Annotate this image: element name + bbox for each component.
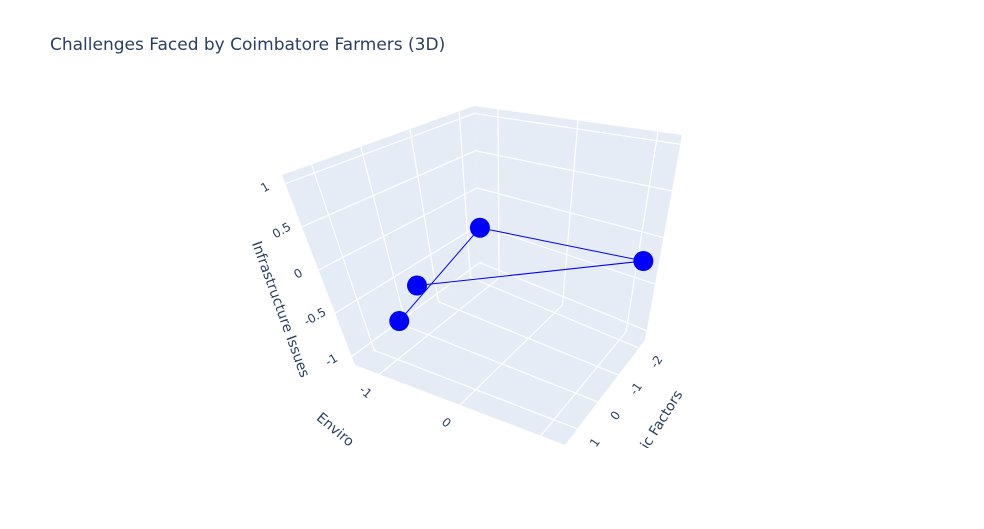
grid-line	[478, 224, 656, 285]
z-tick-label: 1	[258, 179, 272, 195]
z-tick-label: -1	[323, 351, 340, 369]
y-tick-label: 1	[520, 446, 535, 462]
y-axis-title: Enviro	[313, 410, 357, 450]
x-tick-label: 0	[607, 408, 623, 422]
grid-line	[474, 112, 681, 145]
data-line	[398, 227, 644, 322]
grid-line	[334, 224, 479, 314]
grid-line	[301, 150, 476, 228]
data-point	[469, 217, 490, 238]
grid-line	[475, 150, 673, 192]
z-tick-label: 0	[291, 266, 305, 282]
grid-line	[285, 112, 475, 185]
grid-line	[540, 331, 627, 437]
grid-line	[351, 262, 481, 357]
data-point	[407, 275, 428, 296]
grid-line	[378, 277, 500, 375]
x-axis-title: ic Factors	[638, 388, 687, 453]
z-axis-title: Infrastructure Issues	[248, 239, 312, 380]
floor	[355, 270, 645, 445]
z-tick-label: 0.5	[270, 220, 294, 242]
grid-line	[459, 304, 563, 406]
data-point	[633, 251, 654, 272]
y-tick-label: 0	[439, 415, 454, 431]
grid-line	[479, 261, 647, 332]
x-tick-label: -2	[647, 353, 665, 371]
chart-title: Challenges Faced by Coimbatore Farmers (…	[50, 35, 445, 55]
z-tick-label: -0.5	[301, 305, 328, 329]
grid-line	[476, 187, 664, 239]
x-tick-label: 1	[587, 435, 603, 449]
x-tick-label: -1	[627, 380, 645, 398]
data-point	[389, 311, 410, 332]
grid-line	[318, 187, 478, 271]
y-tick-label: -1	[356, 383, 374, 401]
